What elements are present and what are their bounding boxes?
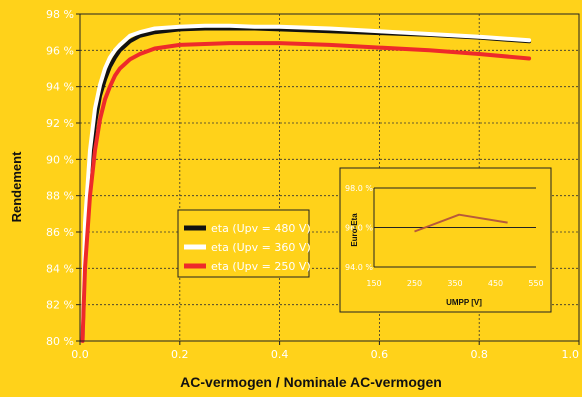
inset-x-tick-label: 250 xyxy=(407,279,422,288)
legend-label-0: eta (Upv = 480 V) xyxy=(211,222,311,235)
inset-series xyxy=(414,213,508,233)
inset-x-tick-label: 450 xyxy=(488,279,503,288)
series-line-2 xyxy=(80,41,532,343)
inset-series-line-0 xyxy=(414,213,508,233)
main-series xyxy=(80,23,532,343)
y-tick-label: 86 % xyxy=(46,226,74,239)
x-tick-label: 0.6 xyxy=(371,348,389,361)
y-tick-label: 92 % xyxy=(46,117,74,130)
x-axis-title: AC-vermogen / Nominale AC-vermogen xyxy=(180,374,442,390)
legend-label-2: eta (Upv = 250 V) xyxy=(211,260,311,273)
main-y-ticks: 80 % 82 % 84 % 86 % 88 % 90 % 92 % 94 % 96 % 98 % xyxy=(46,8,80,348)
series-line-1 xyxy=(80,23,532,343)
x-tick-label: 0.2 xyxy=(171,348,189,361)
legend: eta (Upv = 480 V) eta (Upv = 360 V) eta (U… xyxy=(177,209,311,278)
inset-x-tick-label: 150 xyxy=(366,279,381,288)
main-x-ticks: 0.0 0.2 0.4 0.6 0.8 1.0 xyxy=(71,341,580,361)
y-tick-label: 96 % xyxy=(46,44,74,57)
series-line-0 xyxy=(80,26,532,343)
legend-label-1: eta (Upv = 360 V) xyxy=(211,241,311,254)
inset-x-tick-label: 550 xyxy=(528,279,543,288)
main-plot-frame xyxy=(79,13,580,342)
inset-x-ticks: 150 250 350 450 550 xyxy=(366,279,543,288)
x-tick-label: 0.8 xyxy=(470,348,488,361)
inset-y-tick-label: 96.0 % xyxy=(345,224,373,233)
inset-chart: 94.0 % 96.0 % 98.0 % 150 250 350 450 550 Euro-… xyxy=(339,167,552,313)
y-tick-label: 84 % xyxy=(46,262,74,275)
inset-x-tick-label: 350 xyxy=(447,279,462,288)
y-tick-label: 90 % xyxy=(46,153,74,166)
y-tick-label: 82 % xyxy=(46,299,74,312)
inset-y-tick-label: 94.0 % xyxy=(345,263,373,272)
y-axis-title: Rendement xyxy=(9,151,24,222)
x-tick-label: 0.0 xyxy=(71,348,89,361)
inset-y-axis-title: Euro-Eta xyxy=(350,213,359,247)
inset-x-axis-title: UMPP [V] xyxy=(446,298,482,307)
inset-grid xyxy=(373,187,536,268)
y-tick-label: 88 % xyxy=(46,190,74,203)
inset-frame xyxy=(339,167,552,313)
y-tick-label: 98 % xyxy=(46,8,74,21)
inset-y-tick-label: 98.0 % xyxy=(345,184,373,193)
inset-y-ticks: 94.0 % 96.0 % 98.0 % xyxy=(345,184,373,272)
y-tick-label: 94 % xyxy=(46,81,74,94)
x-tick-label: 1.0 xyxy=(562,348,580,361)
x-tick-label: 0.4 xyxy=(271,348,289,361)
y-tick-label: 80 % xyxy=(46,335,74,348)
